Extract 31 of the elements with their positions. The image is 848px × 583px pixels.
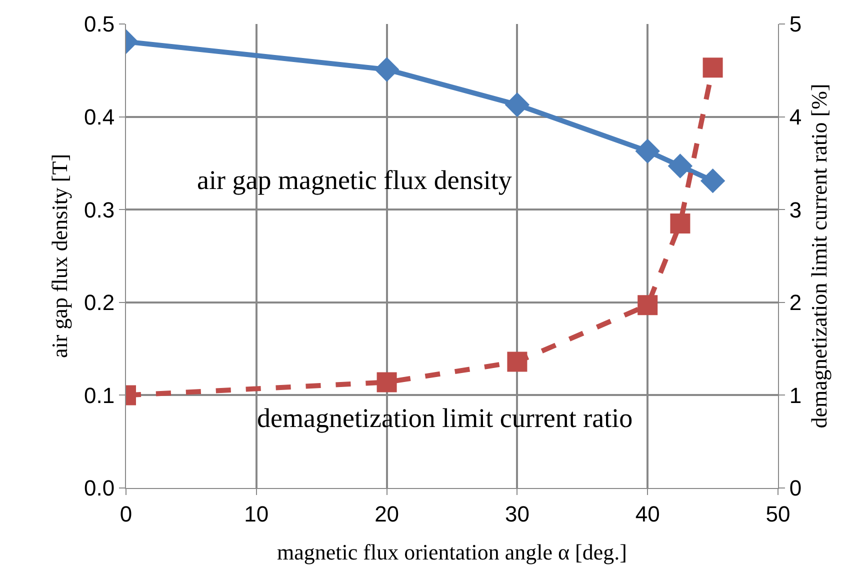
y-tick-label: 0.2 <box>84 290 115 316</box>
point <box>507 352 528 372</box>
point <box>668 154 693 178</box>
y-tick-label: 0.5 <box>84 12 115 37</box>
x-tick-label: 30 <box>504 501 530 526</box>
point <box>702 58 723 78</box>
y2-axis-title: demagnetization limit current ratio [%] <box>806 84 832 428</box>
y2-tick-label: 1 <box>789 382 802 408</box>
y-axis-title: air gap flux density [T] <box>46 154 72 358</box>
x-tick-label: 20 <box>374 501 400 526</box>
y2-tick-label: 2 <box>789 290 802 316</box>
series-label: air gap magnetic flux density <box>197 165 512 195</box>
x-tick-label: 10 <box>244 501 269 526</box>
x-axis-title: magnetic flux orientation angle α [deg.] <box>277 539 627 564</box>
point <box>700 168 726 194</box>
x-tick-label: 50 <box>766 501 790 526</box>
y-tick-label: 0.1 <box>84 382 115 408</box>
x-tick-label: 40 <box>635 501 660 526</box>
x-tick-label: 0 <box>120 501 132 526</box>
y2-tick-label: 5 <box>789 12 802 37</box>
point <box>638 295 658 316</box>
y-tick-label: 0.0 <box>84 476 115 501</box>
y-tick-label: 0.3 <box>84 197 115 222</box>
point <box>670 214 690 234</box>
y2-tick-label: 0 <box>789 476 802 501</box>
series-label: demagnetization limit current ratio <box>257 403 633 433</box>
y2-tick-label: 3 <box>789 197 802 222</box>
y2-tick-label: 4 <box>789 104 802 130</box>
point <box>504 92 530 118</box>
y-tick-label: 0.4 <box>84 104 115 130</box>
point <box>635 138 660 164</box>
